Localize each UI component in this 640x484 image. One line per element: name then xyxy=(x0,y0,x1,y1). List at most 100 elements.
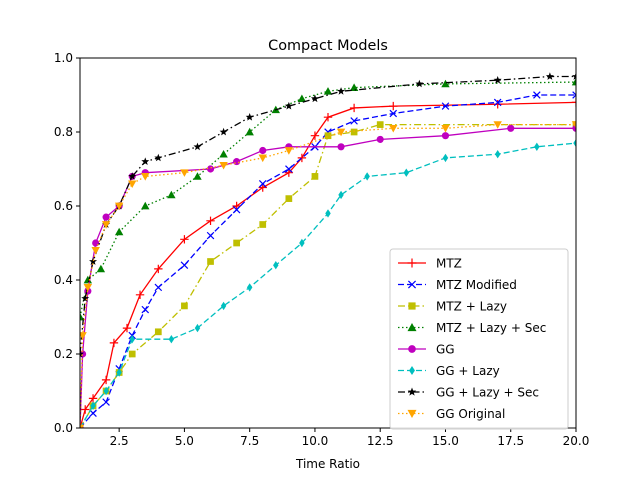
data-point-mtz-lazy-sec-10 xyxy=(297,94,307,103)
data-point-mtz-12 xyxy=(284,168,294,177)
data-point-mtz-modified-19 xyxy=(572,91,576,99)
data-point-gg-lazy-sec-0 xyxy=(80,349,84,358)
data-point-gg-original-6 xyxy=(128,180,137,188)
data-point-mtz-lazy-14 xyxy=(376,121,384,128)
data-point-mtz-4 xyxy=(109,338,119,348)
data-point-gg-14 xyxy=(441,132,450,140)
data-point-mtz-lazy-4 xyxy=(128,350,136,358)
legend-label: MTZ xyxy=(436,257,462,271)
data-point-mtz-lazy-13 xyxy=(350,128,358,136)
chart-title: Compact Models xyxy=(268,38,388,54)
data-point-gg-lazy-sec-10 xyxy=(245,113,254,121)
data-point-gg-9 xyxy=(233,158,241,166)
data-point-mtz-2 xyxy=(88,394,98,403)
data-point-mtz-modified-17 xyxy=(493,98,502,107)
data-point-mtz-lazy-sec-11 xyxy=(323,87,333,95)
x-axis-label: Time Ratio xyxy=(295,457,360,471)
x-tick-label: 12.5 xyxy=(367,434,394,448)
legend-label: MTZ + Lazy + Sec xyxy=(436,321,546,335)
data-point-gg-lazy-11 xyxy=(325,209,331,218)
series-line-mtz xyxy=(80,101,576,428)
data-point-gg-10 xyxy=(259,146,267,155)
data-point-mtz-lazy-10 xyxy=(285,195,293,202)
data-point-gg-lazy-14 xyxy=(403,168,410,177)
legend-label: GG xyxy=(436,343,455,357)
legend-marker xyxy=(407,387,417,396)
data-point-mtz-lazy-8 xyxy=(233,239,240,247)
legend-label: GG Original xyxy=(436,407,505,421)
legend-entry-gg-lazy: GG + Lazy xyxy=(398,364,500,378)
data-point-mtz-lazy-sec-6 xyxy=(193,172,202,180)
data-point-gg-lazy-2 xyxy=(103,386,109,396)
x-tick-label: 15.0 xyxy=(432,434,459,448)
data-point-gg-original-2 xyxy=(83,284,93,292)
y-axis: 0.0 0.2 0.4 0.6 0.8 1.0 xyxy=(54,51,80,435)
data-point-mtz-14 xyxy=(310,131,320,140)
data-point-gg-lazy-15 xyxy=(442,153,449,163)
data-point-mtz-modified-7 xyxy=(180,261,189,269)
data-point-mtz-modified-14 xyxy=(350,117,358,125)
y-tick-label: 0.0 xyxy=(54,421,73,435)
data-point-mtz-15 xyxy=(323,113,333,122)
data-point-gg-original-16 xyxy=(571,121,576,129)
series-gg-original xyxy=(80,121,576,428)
data-point-gg-original-10 xyxy=(258,154,267,163)
data-point-mtz-19 xyxy=(571,98,576,107)
legend: MTZ MTZ Modified MTZ + Lazy MTZ + Lazy + Se… xyxy=(389,248,569,430)
data-point-mtz-5 xyxy=(122,323,132,333)
data-point-mtz-lazy-sec-3 xyxy=(114,227,124,236)
x-tick-label: 20.0 xyxy=(563,434,590,448)
data-point-mtz-modified-11 xyxy=(285,165,293,173)
data-point-gg-original-14 xyxy=(441,124,450,133)
data-point-gg-lazy-sec-8 xyxy=(193,142,202,151)
data-point-gg-lazy-sec-5 xyxy=(128,172,137,180)
data-point-gg-original-4 xyxy=(101,221,111,229)
x-tick-label: 17.5 xyxy=(497,434,524,448)
data-point-mtz-17 xyxy=(389,101,398,111)
legend-marker xyxy=(407,280,417,289)
data-point-gg-lazy-6 xyxy=(194,323,201,333)
data-point-mtz-modified-9 xyxy=(232,205,241,214)
data-point-gg-lazy-sec-7 xyxy=(154,153,163,162)
data-point-gg-original-0 xyxy=(80,424,85,428)
series-layer xyxy=(80,72,576,428)
data-point-mtz-lazy-sec-5 xyxy=(167,190,176,199)
data-point-gg-lazy-sec-1 xyxy=(81,294,90,302)
data-point-gg-lazy-sec-15 xyxy=(493,76,502,84)
data-point-mtz-13 xyxy=(297,153,307,163)
data-point-mtz-1 xyxy=(81,405,90,414)
legend-entry-mtz-lazy-sec: MTZ + Lazy + Sec xyxy=(398,321,546,335)
data-point-mtz-9 xyxy=(206,216,215,225)
data-point-gg-original-8 xyxy=(180,169,189,177)
series-line-mtz-modified xyxy=(80,94,576,428)
x-axis: 2.5 5.0 7.5 10.0 12.5 15.0 17.5 20.0 xyxy=(110,428,590,448)
y-tick-label: 0.8 xyxy=(54,125,73,139)
data-point-gg-lazy-13 xyxy=(364,172,370,181)
legend-entry-gg: GG xyxy=(398,343,455,357)
data-point-gg-lazy-17 xyxy=(534,142,540,151)
data-point-mtz-modified-8 xyxy=(206,231,215,240)
data-point-mtz-lazy-sec-14 xyxy=(571,77,576,86)
data-point-mtz-lazy-sec-8 xyxy=(245,127,254,136)
data-point-gg-lazy-sec-9 xyxy=(219,127,228,136)
data-point-mtz-lazy-sec-7 xyxy=(219,150,228,158)
data-point-gg-lazy-7 xyxy=(220,301,227,311)
data-point-gg-original-7 xyxy=(141,173,150,181)
data-point-gg-15 xyxy=(507,124,515,132)
data-point-gg-original-12 xyxy=(336,128,346,137)
legend-label: MTZ + Lazy xyxy=(436,300,507,314)
plot-frame xyxy=(79,57,577,429)
data-point-mtz-lazy-12 xyxy=(324,132,332,140)
data-point-mtz-lazy-sec-4 xyxy=(141,201,150,210)
y-tick-label: 0.4 xyxy=(54,273,73,287)
data-point-mtz-6 xyxy=(135,290,145,299)
data-point-mtz-lazy-sec-12 xyxy=(349,83,359,91)
series-line-mtz-lazy-sec xyxy=(80,81,576,318)
data-point-mtz-lazy-sec-2 xyxy=(96,264,106,273)
series-gg-lazy xyxy=(80,138,576,428)
data-point-gg-original-3 xyxy=(91,247,100,255)
y-tick-label: 1.0 xyxy=(54,51,73,65)
data-point-gg-original-15 xyxy=(493,121,502,129)
